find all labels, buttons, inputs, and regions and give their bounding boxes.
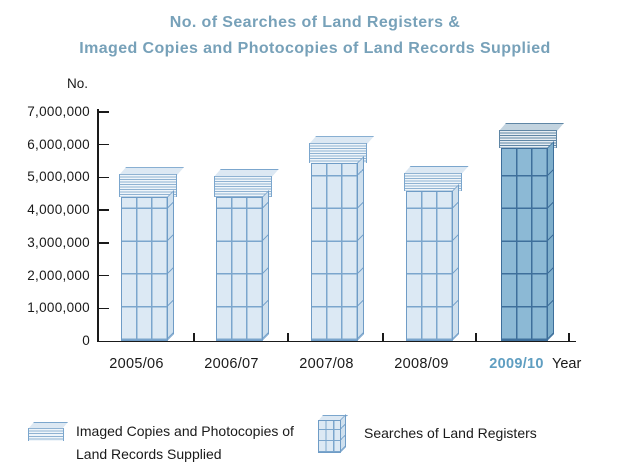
chart-title-line1: No. of Searches of Land Registers & <box>169 14 461 31</box>
bar-side-face <box>452 183 459 341</box>
stacked-bar <box>499 123 548 341</box>
stacked-bar <box>119 167 168 341</box>
imaged-copies-stack-top <box>404 166 469 174</box>
searches-segment <box>311 162 358 341</box>
x-axis-tick <box>287 333 289 341</box>
chart-title-line2: Imaged Copies and Photocopies of Land Re… <box>79 40 551 57</box>
x-category-label: 2005/06 <box>109 356 164 372</box>
plot-area: No. Year 0 1,000,000 2,000,000 3,000,000 4,0… <box>27 76 582 372</box>
y-axis-tick <box>97 143 109 146</box>
legend-label-imaged-line2: Land Records Supplied <box>76 446 222 462</box>
grid-column-icon-side <box>340 414 346 453</box>
x-axis-tick <box>568 333 570 341</box>
y-tick-label: 6,000,000 <box>27 136 90 152</box>
searches-segment <box>406 190 453 341</box>
x-category-label: 2008/09 <box>394 356 449 372</box>
y-tick-label: 2,000,000 <box>27 267 90 283</box>
x-axis-tick <box>475 333 477 341</box>
x-axis-line <box>97 340 576 342</box>
grid-column-icon-front <box>318 420 341 453</box>
grid-column-icon <box>318 414 354 457</box>
chart-title: No. of Searches of Land Registers & Imag… <box>0 10 630 62</box>
y-axis-tick <box>97 274 109 277</box>
y-axis-tick <box>97 209 109 211</box>
legend: Imaged Copies and Photocopies of Land Re… <box>0 412 630 472</box>
x-axis-unit-label: Year <box>552 356 582 372</box>
y-axis-tick <box>97 176 109 179</box>
bar-side-face <box>547 140 554 341</box>
x-axis-tick <box>382 333 384 341</box>
y-tick-label: 4,000,000 <box>27 202 90 218</box>
imaged-copies-segment <box>499 129 557 148</box>
x-category-label: 2009/10 <box>489 356 544 372</box>
imaged-copies-stack-top <box>499 123 564 131</box>
legend-label-imaged-copies: Imaged Copies and Photocopies of Land Re… <box>76 420 294 466</box>
paper-stack-icon-sheets <box>28 428 64 441</box>
paper-stack-icon-top <box>28 422 68 429</box>
y-tick-label: 3,000,000 <box>27 234 90 250</box>
paper-stack-icon <box>28 422 70 444</box>
searches-segment <box>501 147 548 341</box>
y-tick-label: 5,000,000 <box>27 169 90 185</box>
y-axis-tick <box>97 307 109 310</box>
y-axis-tick <box>97 111 109 113</box>
legend-label-searches: Searches of Land Registers <box>364 425 537 441</box>
bar-side-face <box>357 155 364 341</box>
imaged-copies-segment <box>119 174 177 198</box>
stacked-bar <box>404 166 453 341</box>
imaged-copies-stack-top <box>119 167 184 175</box>
y-tick-label: 1,000,000 <box>27 300 90 316</box>
imaged-copies-stack-top <box>309 136 374 144</box>
y-axis-unit-label: No. <box>66 76 88 91</box>
x-category-label: 2007/08 <box>299 356 354 372</box>
x-category-label: 2006/07 <box>204 356 259 372</box>
imaged-copies-segment <box>214 175 272 198</box>
stacked-bar <box>309 136 358 341</box>
x-axis-tick <box>193 333 195 341</box>
legend-label-imaged-line1: Imaged Copies and Photocopies of <box>76 423 294 439</box>
bar-side-face <box>167 190 174 341</box>
y-axis-line <box>97 109 99 342</box>
searches-segment <box>216 197 263 341</box>
imaged-copies-stack-top <box>214 169 279 177</box>
imaged-copies-segment <box>404 172 462 191</box>
y-tick-label: 7,000,000 <box>27 104 90 119</box>
y-axis-tick <box>97 242 109 244</box>
searches-segment <box>121 197 168 341</box>
stacked-bar <box>214 169 263 341</box>
grid-column-icon-top <box>318 415 348 421</box>
imaged-copies-segment <box>309 143 367 163</box>
y-tick-label: 0 <box>82 333 90 348</box>
bar-side-face <box>262 190 269 341</box>
